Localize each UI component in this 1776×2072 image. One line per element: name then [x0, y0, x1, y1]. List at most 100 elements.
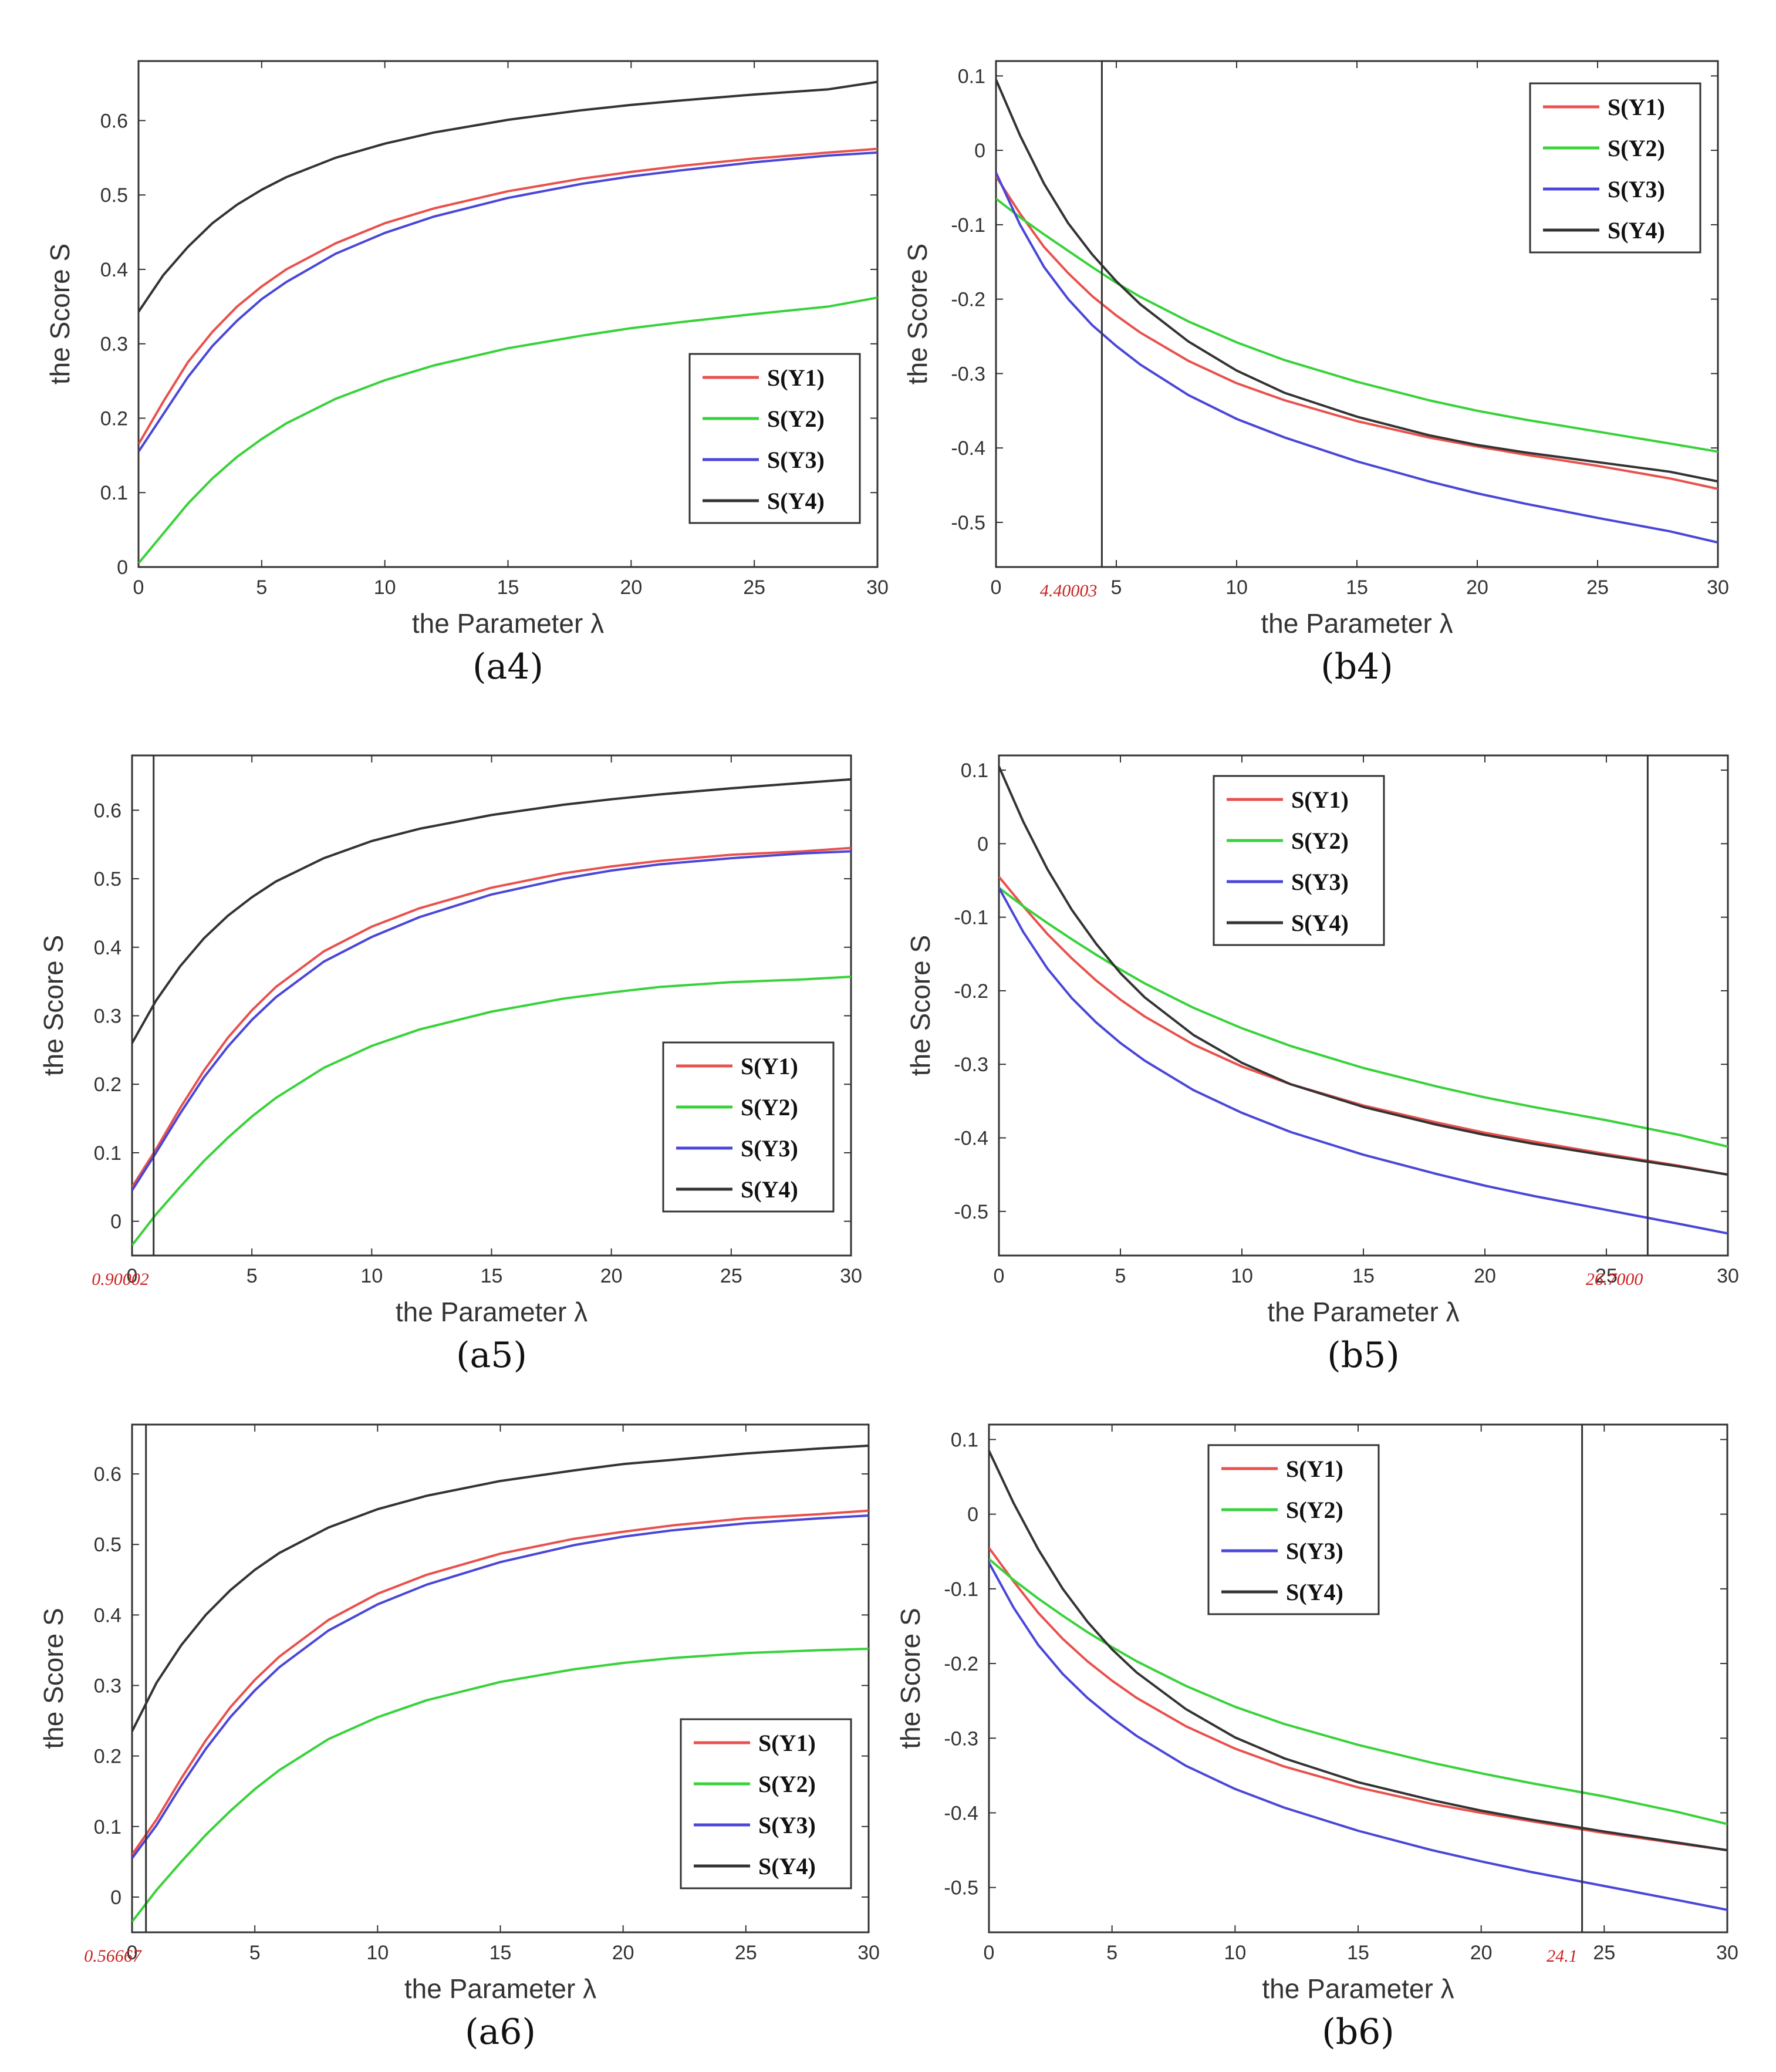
y-axis-label: the Score S: [38, 1608, 69, 1749]
y-tick-label: 0.6: [100, 110, 128, 132]
x-tick-label: 25: [720, 1265, 742, 1287]
y-tick-label: -0.4: [944, 1802, 978, 1824]
panel-caption: (b5): [1327, 1335, 1399, 1376]
x-axis-label: the Parameter λ: [1261, 608, 1453, 639]
x-tick-label: 0: [984, 1942, 995, 1964]
legend-entry-y1: S(Y1): [1608, 94, 1665, 120]
chart-panel-b6: 0 5 10 15 20 25 30 0.1 0 -0.1 -0.2 -0.3 -0.4 -0.5 the …: [895, 1423, 1738, 2053]
y-tick-label: 0.5: [94, 868, 121, 890]
series-line-y4: [996, 79, 1718, 483]
series-line-y4: [139, 80, 877, 313]
y-tick-label: -0.3: [954, 1054, 988, 1076]
x-tick-label: 10: [374, 576, 396, 599]
x-tick-label: 0: [127, 1942, 138, 1964]
x-tick-label: 10: [1231, 1265, 1253, 1287]
series-line-y4: [999, 765, 1728, 1176]
y-tick-label: 0.1: [951, 1429, 978, 1451]
x-tick-label: 15: [497, 576, 519, 599]
x-tick-label: 5: [1111, 576, 1122, 599]
y-tick-label: 0: [117, 556, 128, 579]
legend-entry-y2: S(Y2): [758, 1771, 816, 1797]
series-line-y2: [132, 1648, 869, 1923]
series-line-y2: [996, 197, 1718, 453]
series-line-y3: [132, 1514, 869, 1860]
x-tick-label: 0: [133, 576, 144, 599]
y-tick-label: 0.1: [94, 1142, 121, 1165]
x-tick-label: 15: [1347, 1942, 1369, 1964]
legend-entry-y3: S(Y3): [767, 447, 825, 473]
y-tick-label: 0.1: [94, 1816, 121, 1838]
legend-entry-y1: S(Y1): [758, 1730, 816, 1756]
x-tick-label: 25: [1586, 576, 1609, 599]
x-tick-label: 10: [1224, 1942, 1246, 1964]
x-tick-label: 10: [360, 1265, 383, 1287]
x-tick-label: 25: [735, 1942, 757, 1964]
x-tick-label: 15: [481, 1265, 503, 1287]
legend-entry-y4: S(Y4): [1286, 1579, 1343, 1605]
panel-caption: (a5): [456, 1335, 527, 1376]
series-line-y1: [999, 876, 1728, 1176]
legend-entry-y1: S(Y1): [741, 1053, 798, 1079]
y-tick-label: 0.5: [100, 184, 128, 207]
legend-box: [680, 1718, 852, 1889]
x-tick-label: 20: [612, 1942, 634, 1964]
marker-label: 4.40003: [1040, 581, 1098, 600]
y-tick-label: 0.1: [958, 65, 985, 87]
panel-caption: (a4): [472, 646, 543, 687]
x-tick-label: 30: [866, 576, 889, 599]
y-tick-label: -0.4: [954, 1128, 988, 1150]
y-tick-label: -0.2: [954, 980, 988, 1003]
y-axis-label: the Score S: [38, 935, 69, 1076]
legend: S(Y1) S(Y2) S(Y3) S(Y4): [1529, 82, 1701, 254]
series-line-y1: [139, 147, 877, 445]
legend-box: [1213, 775, 1385, 946]
y-tick-label: 0.4: [94, 937, 121, 959]
series-line-y3: [132, 850, 851, 1192]
legend-entry-y4: S(Y4): [1608, 217, 1665, 244]
y-tick-label: 0.2: [94, 1746, 121, 1768]
legend: S(Y1) S(Y2) S(Y3) S(Y4): [1207, 1444, 1380, 1615]
series-line-y1: [989, 1547, 1727, 1852]
legend-entry-y3: S(Y3): [1286, 1538, 1343, 1564]
x-axis-label: the Parameter λ: [404, 1973, 596, 2004]
legend-box: [662, 1041, 835, 1213]
x-tick-label: 0: [991, 576, 1002, 599]
y-tick-label: 0.4: [94, 1604, 121, 1626]
x-tick-label: 20: [620, 576, 642, 599]
y-tick-label: 0.6: [94, 1463, 121, 1486]
y-tick-label: -0.5: [951, 512, 985, 534]
y-tick-label: 0.4: [100, 259, 128, 281]
x-axis-label: the Parameter λ: [1267, 1297, 1459, 1327]
legend-box: [1529, 82, 1701, 254]
x-tick-label: 30: [1716, 1942, 1738, 1964]
y-tick-label: -0.3: [944, 1727, 978, 1750]
y-tick-label: 0.2: [100, 407, 128, 430]
legend-entry-y3: S(Y3): [1291, 869, 1349, 895]
legend-entry-y2: S(Y2): [1608, 135, 1665, 161]
x-tick-label: 15: [1352, 1265, 1375, 1287]
y-tick-label: 0.6: [94, 799, 121, 822]
x-tick-label: 15: [1346, 576, 1368, 599]
series-line-y4: [132, 1445, 869, 1732]
series-line-y2: [132, 976, 851, 1246]
legend-entry-y2: S(Y2): [767, 406, 825, 432]
legend: S(Y1) S(Y2) S(Y3) S(Y4): [680, 1718, 852, 1889]
legend-entry-y1: S(Y1): [1291, 787, 1349, 813]
legend-entry-y3: S(Y3): [758, 1812, 816, 1838]
series-line-y4: [989, 1450, 1727, 1852]
x-tick-label: 30: [840, 1265, 862, 1287]
legend-entry-y4: S(Y4): [1291, 910, 1349, 936]
marker-label: 26.7000: [1586, 1270, 1643, 1289]
series-line-y1: [996, 176, 1718, 490]
panel-caption: (a6): [465, 2012, 536, 2053]
y-axis-label: the Score S: [45, 244, 75, 384]
legend: S(Y1) S(Y2) S(Y3) S(Y4): [1213, 775, 1385, 946]
y-tick-label: 0.1: [961, 760, 988, 782]
y-tick-label: 0: [110, 1211, 121, 1233]
y-tick-label: 0: [110, 1887, 121, 1909]
y-tick-label: 0.3: [94, 1005, 121, 1028]
y-tick-label: -0.5: [954, 1201, 988, 1223]
x-tick-label: 30: [857, 1942, 880, 1964]
y-tick-label: 0.5: [94, 1534, 121, 1556]
